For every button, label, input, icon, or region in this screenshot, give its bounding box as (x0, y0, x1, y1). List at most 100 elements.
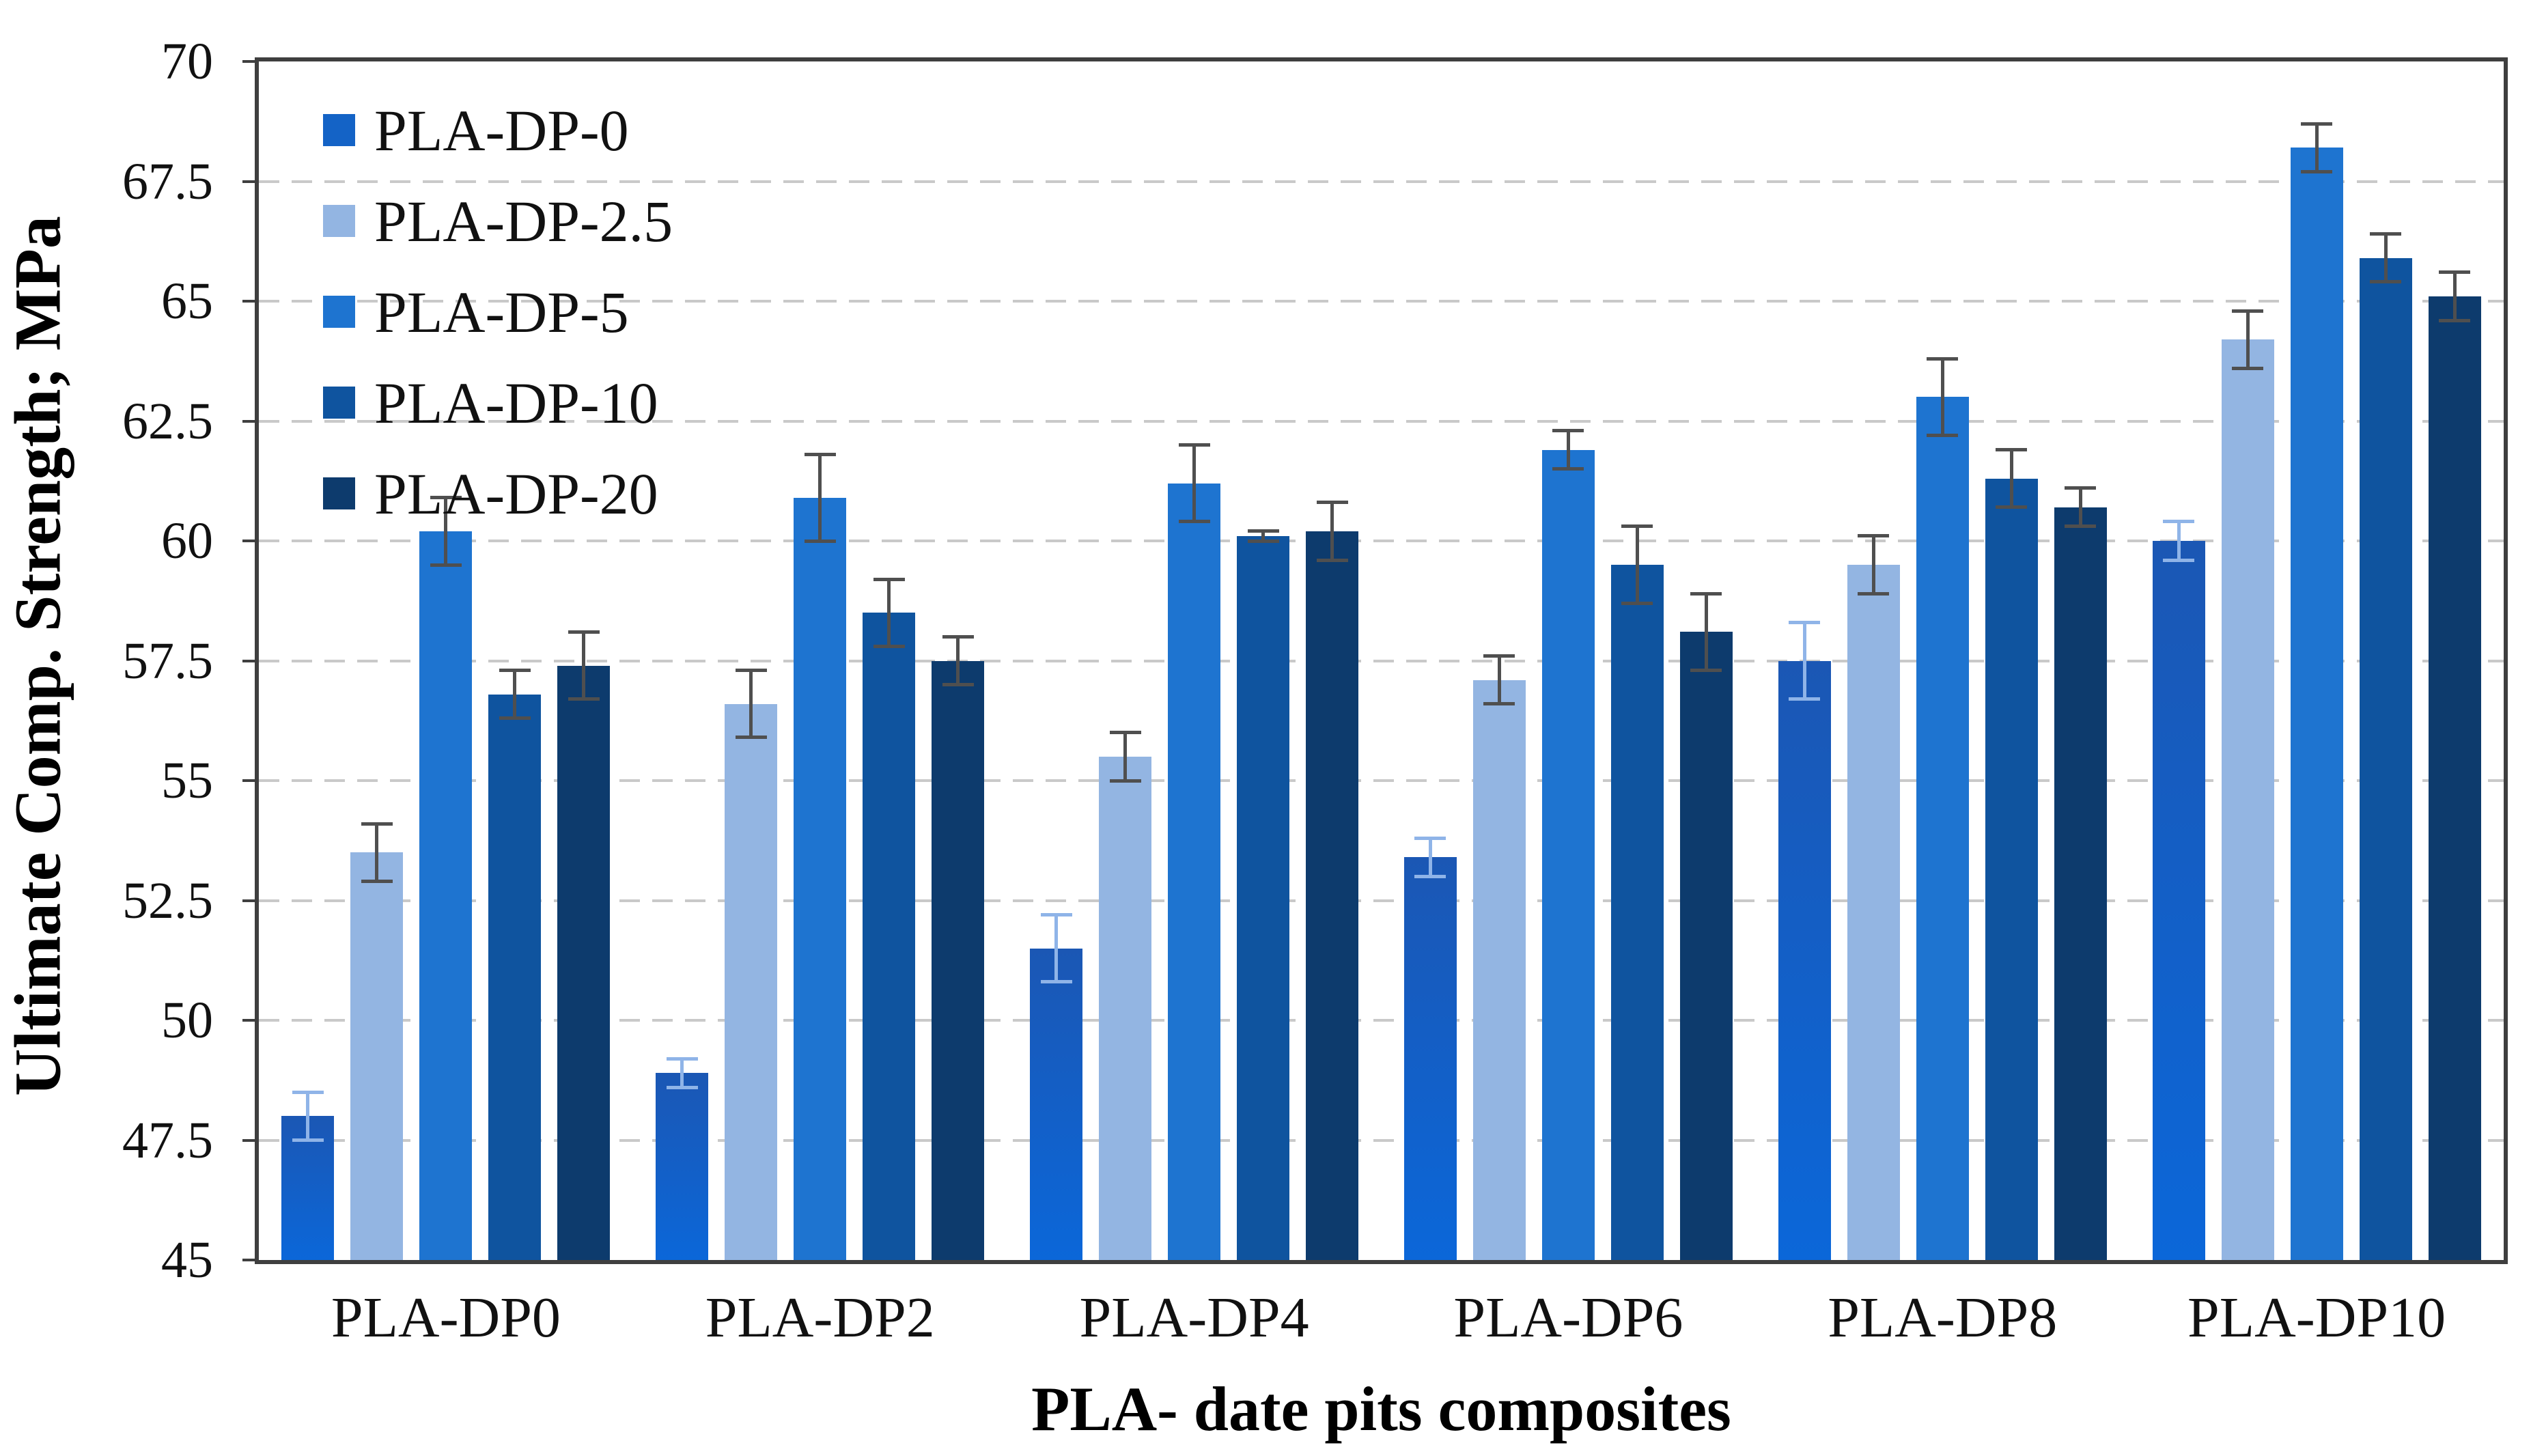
error-bar-cap (1552, 467, 1584, 471)
error-bar-cap (361, 822, 393, 826)
error-bar-cap (2163, 520, 2195, 524)
error-bar (1261, 531, 1266, 541)
y-tick-mark (242, 300, 255, 303)
error-bar-cap (2163, 558, 2195, 562)
error-bar-cap (1483, 702, 1515, 706)
y-tick-mark (242, 540, 255, 542)
y-tick-label: 45 (161, 1231, 213, 1289)
error-bar-cap (873, 644, 905, 648)
bar (1306, 531, 1359, 1260)
x-axis-title: PLA- date pits composites (1031, 1374, 1731, 1444)
error-bar-cap (1109, 779, 1141, 783)
bar (2359, 257, 2412, 1260)
error-bar (887, 579, 891, 647)
x-category-label: PLA-DP2 (705, 1286, 935, 1349)
error-bar-cap (2065, 524, 2097, 529)
gridline (259, 300, 2504, 303)
error-bar-cap (1690, 669, 1722, 673)
legend-swatch (323, 296, 355, 328)
x-category-label: PLA-DP0 (331, 1286, 561, 1349)
bar (1472, 680, 1526, 1260)
bar (1985, 478, 2038, 1260)
bar (863, 613, 916, 1260)
legend-label: PLA-DP-5 (374, 279, 629, 345)
error-bar-cap (1858, 591, 1890, 596)
error-bar-cap (1789, 620, 1821, 624)
error-bar (1330, 502, 1334, 561)
error-bar-cap (1621, 524, 1653, 529)
y-tick-mark (242, 1259, 255, 1261)
error-bar (956, 636, 960, 685)
error-bar-cap (1552, 429, 1584, 433)
gridline (259, 540, 2504, 542)
error-bar (1940, 359, 1944, 436)
error-bar-cap (1690, 591, 1722, 596)
error-bar-cap (735, 669, 767, 673)
error-bar-cap (1414, 874, 1446, 878)
bar (1168, 483, 1221, 1260)
error-bar-cap (2439, 318, 2471, 322)
legend-item: PLA-DP-10 (323, 357, 673, 448)
bar (2290, 148, 2343, 1260)
legend-item: PLA-DP-5 (323, 266, 673, 357)
error-bar (749, 670, 753, 738)
error-bar (444, 497, 448, 565)
bar (2054, 507, 2107, 1260)
error-bar (818, 454, 822, 541)
error-bar-cap (2232, 309, 2264, 313)
legend-swatch (323, 205, 355, 237)
bar (2152, 541, 2205, 1260)
error-bar-cap (1316, 501, 1348, 505)
error-bar-cap (1247, 529, 1279, 533)
bar (1610, 565, 1664, 1260)
error-bar-cap (2301, 122, 2333, 126)
error-bar-cap (942, 634, 974, 639)
gridline (259, 779, 2504, 782)
error-bar (2009, 449, 2013, 507)
error-bar (513, 670, 517, 718)
y-tick-mark (242, 419, 255, 423)
error-bar-cap (1247, 539, 1279, 543)
y-tick-mark (242, 180, 255, 183)
y-tick-label: 47.5 (122, 1111, 213, 1169)
error-bar-cap (1996, 505, 2028, 509)
bar (1030, 948, 1083, 1260)
error-bar (306, 1092, 310, 1140)
bar (1541, 449, 1595, 1260)
bar (656, 1073, 709, 1260)
legend-label: PLA-DP-2.5 (374, 188, 673, 254)
bar (557, 665, 611, 1260)
x-category-label: PLA-DP6 (1453, 1286, 1683, 1349)
legend-item: PLA-DP-0 (323, 85, 673, 176)
error-bar (2452, 272, 2457, 321)
error-bar-cap (1621, 601, 1653, 605)
error-bar-cap (942, 683, 974, 687)
error-bar-cap (666, 1056, 698, 1061)
error-bar-cap (1040, 913, 1072, 917)
error-bar (1704, 593, 1708, 671)
y-tick-label: 62.5 (122, 392, 213, 450)
y-tick-mark (242, 60, 255, 63)
legend-swatch (323, 477, 355, 509)
bar (1403, 857, 1457, 1260)
gridline (259, 659, 2504, 662)
error-bar-cap (1789, 697, 1821, 701)
y-tick-label: 67.5 (122, 152, 213, 210)
y-tick-label: 70 (161, 33, 213, 90)
legend-label: PLA-DP-20 (374, 460, 658, 527)
error-bar (2177, 521, 2181, 561)
x-category-label: PLA-DP10 (2187, 1286, 2446, 1349)
y-tick-label: 65 (161, 272, 213, 330)
error-bar-cap (804, 539, 836, 543)
error-bar (1802, 622, 1806, 699)
x-category-label: PLA-DP8 (1828, 1286, 2058, 1349)
bar (1847, 565, 1900, 1260)
y-tick-label: 50 (161, 992, 213, 1049)
error-bar (1566, 430, 1570, 469)
error-bar (1635, 526, 1639, 604)
plot-area (255, 57, 2508, 1264)
error-bar-cap (430, 563, 462, 567)
error-bar-cap (666, 1085, 698, 1089)
error-bar (2315, 124, 2319, 172)
y-tick-mark (242, 1138, 255, 1142)
